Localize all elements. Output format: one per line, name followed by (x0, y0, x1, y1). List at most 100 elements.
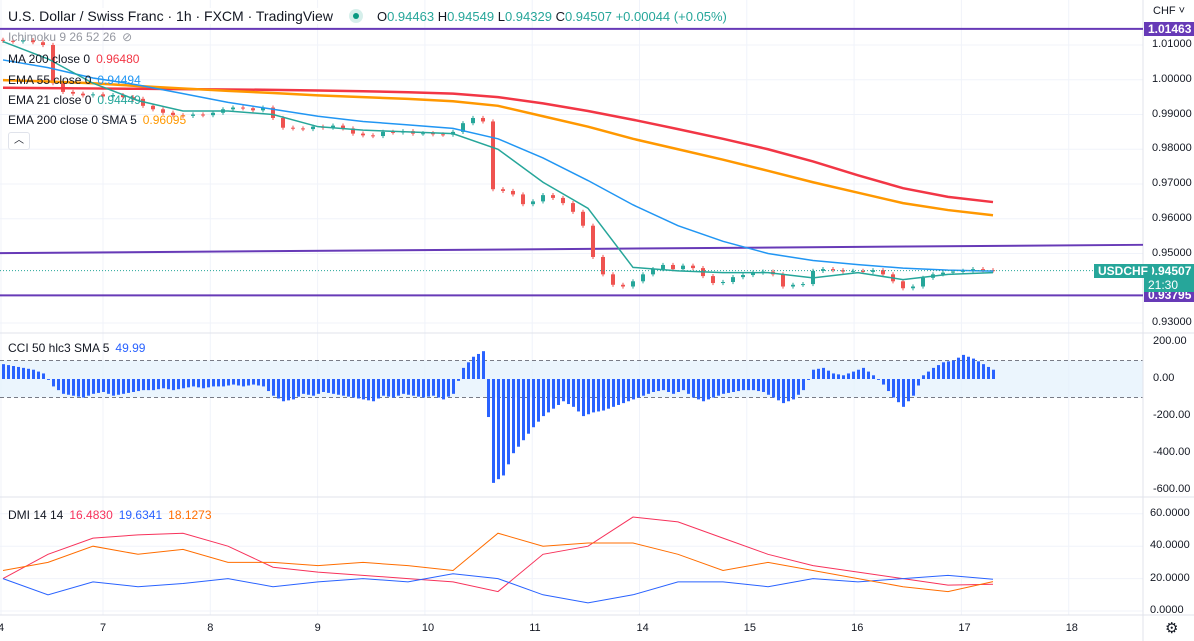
candle-body (951, 271, 955, 273)
cci-bar (67, 379, 70, 395)
cci-bar (427, 379, 430, 397)
cci-bar (187, 379, 190, 388)
candle-body (171, 112, 175, 116)
cci-bar (617, 379, 620, 405)
cci-bar (637, 379, 640, 398)
price-tick: 0.96000 (1152, 211, 1192, 224)
cci-bar (777, 379, 780, 401)
cci-bar (477, 353, 480, 379)
cci-tick: 200.00 (1153, 334, 1187, 347)
cci-bar (142, 379, 145, 391)
cci-bar (892, 379, 895, 398)
time-tick: 18 (1065, 622, 1078, 634)
cci-bar (177, 379, 180, 390)
cci-tick: -400.00 (1153, 446, 1191, 459)
cci-bar (902, 379, 905, 407)
cci-bar (182, 379, 185, 389)
cci-bar (312, 379, 315, 396)
candle-body (261, 107, 265, 111)
cci-bar (412, 379, 415, 396)
price-line-tag: 1.01463 (1144, 21, 1194, 36)
candle-body (251, 108, 255, 111)
legend-dmi[interactable]: DMI 14 14 16.4830 19.6341 18.1273 (8, 508, 212, 522)
candle-body (41, 42, 45, 45)
legend-ema55[interactable]: EMA 55 close 0 0.94494 (8, 73, 141, 87)
cci-bar (447, 379, 450, 397)
legend-ma200[interactable]: MA 200 close 0 0.96480 (8, 52, 140, 66)
cci-bar (267, 379, 270, 392)
legend-ema21[interactable]: EMA 21 close 0 0.94449 (8, 93, 141, 107)
cci-bar (397, 379, 400, 396)
candle-body (661, 264, 665, 270)
cci-bar (92, 379, 95, 394)
cci-bar (947, 361, 950, 379)
time-tick: 9 (314, 622, 321, 634)
cci-bar (602, 379, 605, 411)
candle-body (361, 133, 365, 136)
legend-ema200-sma[interactable]: EMA 200 close 0 SMA 5 0.96095 (8, 113, 187, 127)
candle-body (921, 277, 925, 287)
cci-bar (422, 379, 425, 398)
cci-bar (242, 379, 245, 387)
cci-bar (217, 379, 220, 387)
candle-body (101, 94, 105, 97)
cci-bar (682, 379, 685, 391)
cci-bar (572, 379, 575, 407)
cci-bar (407, 379, 410, 395)
cci-bar (97, 379, 100, 393)
symbol-title[interactable]: U.S. Dollar / Swiss Franc · 1h · FXCM · … (8, 8, 333, 24)
ohlc-readout: O0.94463 H0.94549 L0.94329 C0.94507 +0.0… (376, 8, 727, 24)
candle-body (631, 281, 635, 287)
cci-bar (632, 379, 635, 400)
market-status-icon (348, 9, 363, 23)
candle-body (81, 93, 85, 96)
currency-selector[interactable]: CHF ˅ (1153, 5, 1186, 17)
dmi-tick: 20.0000 (1150, 571, 1190, 584)
dmi-line-plus (2, 516, 994, 593)
cci-bar (537, 379, 540, 422)
candle-body (821, 269, 825, 271)
cci-bar (862, 367, 865, 379)
settings-icon: ⚙ (1165, 620, 1179, 637)
cci-bar (77, 379, 80, 397)
cci-bar (872, 375, 875, 379)
time-tick: 7 (100, 622, 107, 634)
cci-bar (332, 379, 335, 394)
eye-hidden-icon[interactable]: ⊘ (122, 30, 133, 44)
cci-bar (107, 379, 110, 394)
trend-line (0, 243, 1144, 255)
cci-bar (992, 369, 995, 379)
cci-bar (57, 379, 60, 391)
dmi-tick: 40.0000 (1150, 539, 1190, 552)
legend-cci[interactable]: CCI 50 hlc3 SMA 5 49.99 (8, 341, 146, 355)
cci-bar (742, 379, 745, 391)
candle-body (911, 286, 915, 289)
cci-bar (832, 373, 835, 379)
candle-body (391, 131, 395, 133)
price-tick: 0.95000 (1152, 246, 1192, 259)
cci-bar (932, 367, 935, 379)
cci-bar (982, 364, 985, 379)
legend-ichimoku[interactable]: Ichimoku 9 26 52 26 ⊘ (8, 30, 133, 44)
collapse-legend-button[interactable]: ︿ (8, 132, 30, 150)
cci-bar (702, 379, 705, 402)
line-ema21 (2, 40, 994, 281)
cci-bar (677, 379, 680, 392)
cci-bar (402, 379, 405, 394)
cci-bar (937, 365, 940, 379)
cci-bar (232, 379, 235, 385)
cci-bar (347, 379, 350, 397)
cci-bar (852, 371, 855, 379)
cci-bar (747, 379, 750, 391)
candle-body (161, 109, 165, 113)
candle-body (641, 274, 645, 282)
cci-bar (297, 379, 300, 397)
candle-body (201, 114, 205, 116)
cci-bar (547, 379, 550, 413)
cci-bar (357, 379, 360, 399)
cci-bar (772, 379, 775, 398)
candle-body (301, 128, 305, 130)
cci-bar (757, 379, 760, 392)
candle-body (551, 195, 555, 198)
